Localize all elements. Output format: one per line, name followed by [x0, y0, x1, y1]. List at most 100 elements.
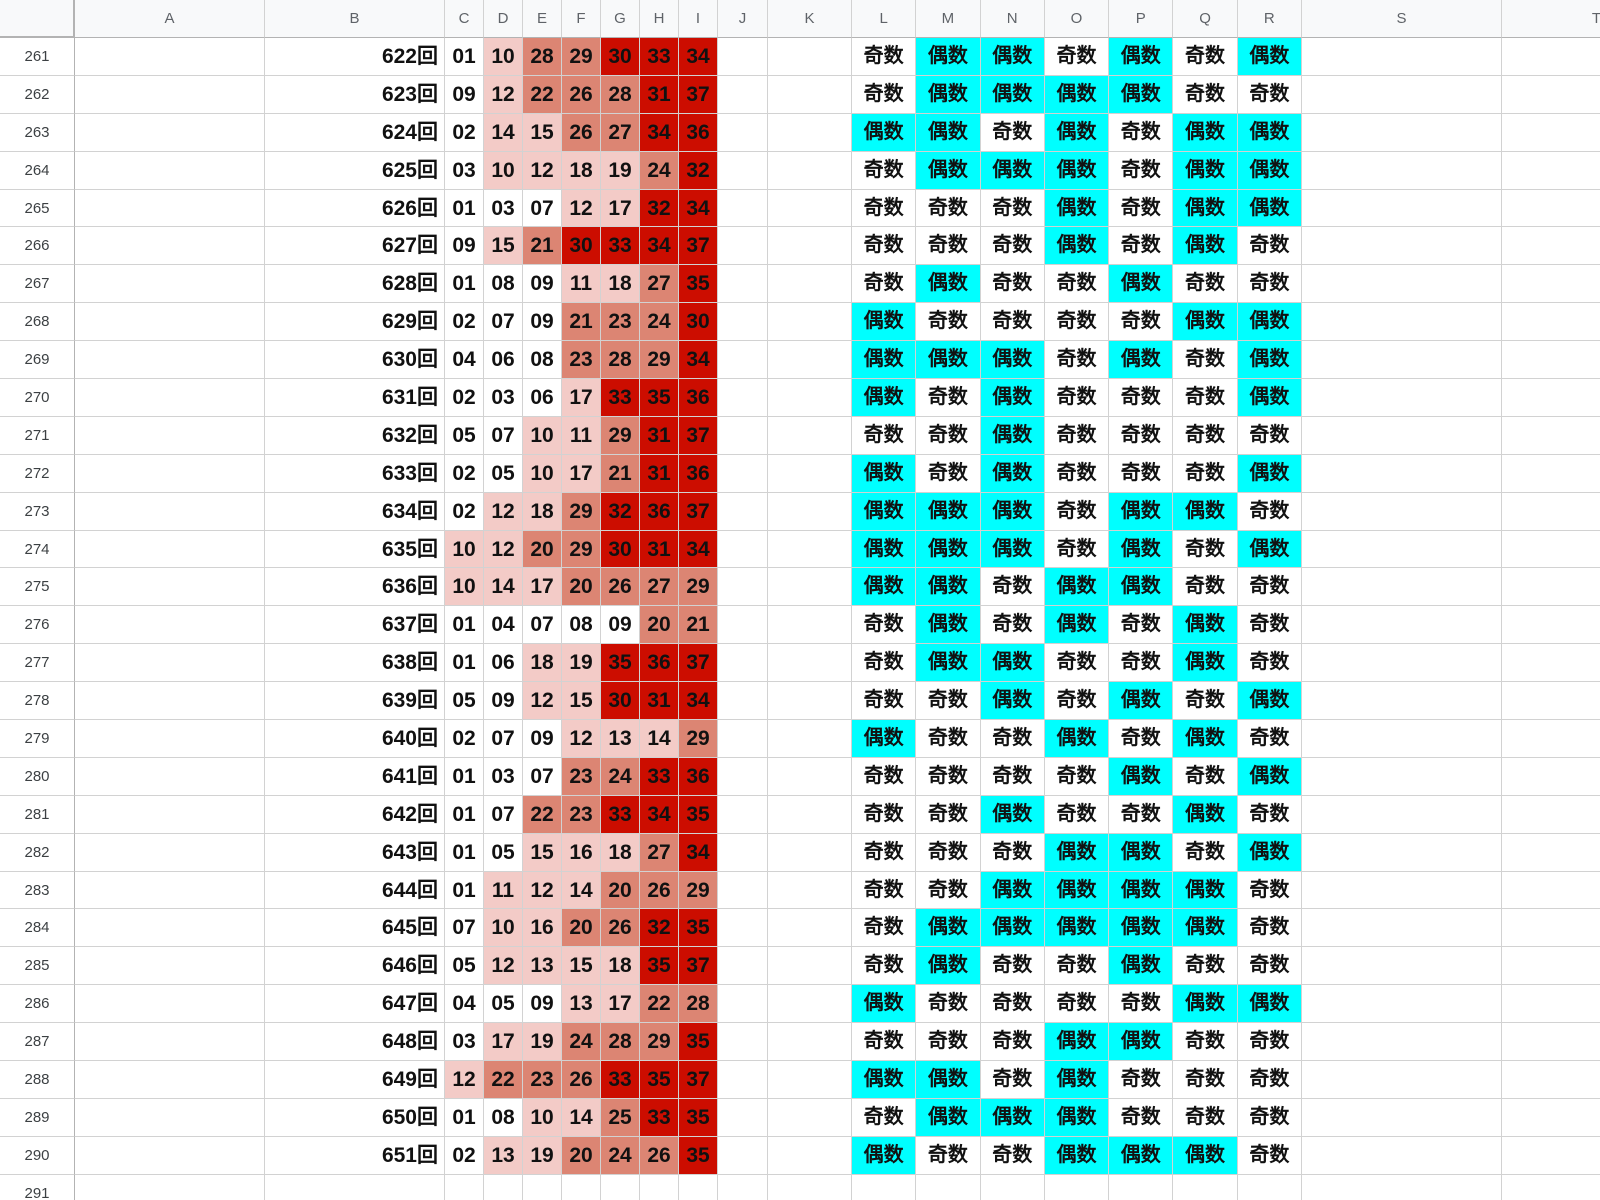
cell-D275[interactable]: 14	[484, 568, 523, 607]
cell-O264[interactable]: 偶数	[1044, 151, 1110, 190]
cell-L261[interactable]: 奇数	[852, 38, 917, 76]
cell-N277[interactable]: 偶数	[980, 644, 1045, 683]
cell-D271[interactable]: 07	[484, 416, 523, 455]
cell-S287[interactable]	[1301, 1023, 1502, 1062]
cell-D291[interactable]	[484, 1174, 523, 1200]
cell-C284[interactable]: 07	[445, 909, 484, 948]
cell-N266[interactable]: 奇数	[980, 227, 1045, 266]
cell-O287[interactable]: 偶数	[1044, 1023, 1110, 1062]
cell-J291[interactable]	[718, 1174, 768, 1200]
cell-G277[interactable]: 35	[601, 644, 640, 683]
cell-P264[interactable]: 奇数	[1109, 151, 1174, 190]
cell-I289[interactable]: 35	[679, 1098, 718, 1137]
column-header-K[interactable]: K	[768, 0, 852, 38]
cell-P261[interactable]: 偶数	[1109, 38, 1174, 76]
cell-J268[interactable]	[718, 303, 768, 342]
cell-L268[interactable]: 偶数	[852, 303, 917, 342]
cell-P278[interactable]: 偶数	[1109, 682, 1174, 721]
cell-H281[interactable]: 34	[640, 795, 679, 834]
row-header-278[interactable]: 278	[0, 682, 75, 721]
cell-D267[interactable]: 08	[484, 265, 523, 304]
cell-H287[interactable]: 29	[640, 1023, 679, 1062]
cell-D279[interactable]: 07	[484, 720, 523, 758]
cell-K286[interactable]	[768, 985, 852, 1024]
cell-E267[interactable]: 09	[523, 265, 562, 304]
cell-C282[interactable]: 01	[445, 833, 484, 872]
cell-A284[interactable]	[75, 909, 265, 948]
cell-G274[interactable]: 30	[601, 530, 640, 569]
cell-A264[interactable]	[75, 151, 265, 190]
cell-R283[interactable]: 奇数	[1237, 871, 1302, 910]
cell-K273[interactable]	[768, 492, 852, 531]
cell-I261[interactable]: 34	[679, 38, 718, 76]
cell-B270[interactable]: 631回	[265, 379, 445, 417]
column-header-B[interactable]: B	[265, 0, 445, 38]
cell-T280[interactable]	[1501, 757, 1600, 796]
cell-S284[interactable]	[1301, 909, 1502, 948]
cell-I275[interactable]: 29	[679, 568, 718, 607]
cell-D287[interactable]: 17	[484, 1023, 523, 1062]
row-header-262[interactable]: 262	[0, 75, 75, 114]
cell-R264[interactable]: 偶数	[1237, 151, 1302, 190]
cell-S266[interactable]	[1301, 227, 1502, 266]
cell-B289[interactable]: 650回	[265, 1098, 445, 1137]
cell-F268[interactable]: 21	[562, 303, 601, 342]
cell-Q275[interactable]: 奇数	[1173, 568, 1238, 607]
cell-M262[interactable]: 偶数	[916, 75, 981, 114]
cell-G281[interactable]: 33	[601, 795, 640, 834]
cell-E284[interactable]: 16	[523, 909, 562, 948]
row-header-279[interactable]: 279	[0, 720, 75, 758]
cell-M288[interactable]: 偶数	[916, 1061, 981, 1099]
cell-J270[interactable]	[718, 379, 768, 417]
cell-O277[interactable]: 奇数	[1044, 644, 1110, 683]
cell-K269[interactable]	[768, 341, 852, 380]
cell-T270[interactable]	[1501, 379, 1600, 417]
cell-H285[interactable]: 35	[640, 947, 679, 986]
cell-B272[interactable]: 633回	[265, 454, 445, 493]
row-header-282[interactable]: 282	[0, 833, 75, 872]
cell-H261[interactable]: 33	[640, 38, 679, 76]
cell-P290[interactable]: 偶数	[1109, 1136, 1174, 1175]
cell-A281[interactable]	[75, 795, 265, 834]
cell-H291[interactable]	[640, 1174, 679, 1200]
cell-A277[interactable]	[75, 644, 265, 683]
cell-K272[interactable]	[768, 454, 852, 493]
cell-H269[interactable]: 29	[640, 341, 679, 380]
cell-L291[interactable]	[852, 1174, 917, 1200]
cell-H276[interactable]: 20	[640, 606, 679, 645]
cell-M286[interactable]: 奇数	[916, 985, 981, 1024]
cell-D284[interactable]: 10	[484, 909, 523, 948]
cell-N262[interactable]: 偶数	[980, 75, 1045, 114]
cell-N261[interactable]: 偶数	[980, 38, 1045, 76]
cell-N276[interactable]: 奇数	[980, 606, 1045, 645]
cell-H283[interactable]: 26	[640, 871, 679, 910]
cell-F276[interactable]: 08	[562, 606, 601, 645]
cell-S277[interactable]	[1301, 644, 1502, 683]
cell-K288[interactable]	[768, 1061, 852, 1099]
cell-E264[interactable]: 12	[523, 151, 562, 190]
cell-T291[interactable]	[1501, 1174, 1600, 1200]
cell-G267[interactable]: 18	[601, 265, 640, 304]
cell-E265[interactable]: 07	[523, 189, 562, 228]
cell-O271[interactable]: 奇数	[1044, 416, 1110, 455]
cell-L269[interactable]: 偶数	[852, 341, 917, 380]
cell-S269[interactable]	[1301, 341, 1502, 380]
cell-T282[interactable]	[1501, 833, 1600, 872]
cell-F261[interactable]: 29	[562, 38, 601, 76]
cell-N286[interactable]: 奇数	[980, 985, 1045, 1024]
cell-K291[interactable]	[768, 1174, 852, 1200]
cell-P286[interactable]: 奇数	[1109, 985, 1174, 1024]
cell-Q264[interactable]: 偶数	[1173, 151, 1238, 190]
cell-R273[interactable]: 奇数	[1237, 492, 1302, 531]
cell-O274[interactable]: 奇数	[1044, 530, 1110, 569]
cell-S263[interactable]	[1301, 113, 1502, 152]
cell-M283[interactable]: 奇数	[916, 871, 981, 910]
row-header-266[interactable]: 266	[0, 227, 75, 266]
cell-A267[interactable]	[75, 265, 265, 304]
cell-K277[interactable]	[768, 644, 852, 683]
cell-Q277[interactable]: 偶数	[1173, 644, 1238, 683]
cell-M265[interactable]: 奇数	[916, 189, 981, 228]
cell-D288[interactable]: 22	[484, 1061, 523, 1099]
cell-D264[interactable]: 10	[484, 151, 523, 190]
cell-A272[interactable]	[75, 454, 265, 493]
